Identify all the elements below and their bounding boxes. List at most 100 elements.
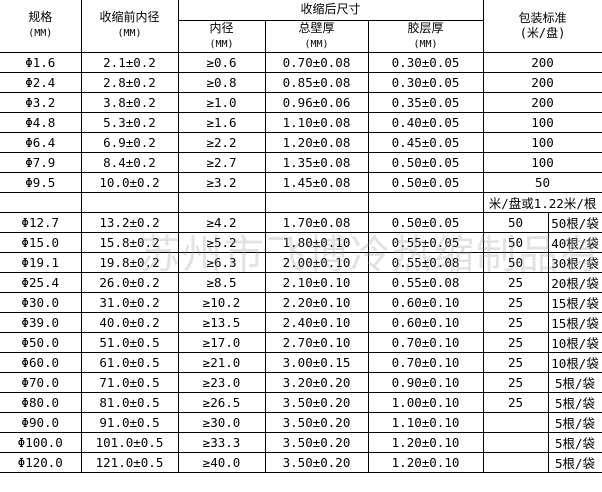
cell-pack: 50: [482, 231, 549, 253]
cell-glue: 0.50±0.05: [367, 171, 484, 193]
cell-post-id: ≥17.0: [177, 331, 266, 353]
cell-pack: 50: [482, 171, 602, 193]
cell-pre-id: 71.0±0.5: [80, 371, 179, 393]
cell-pack-bag: 5根/袋: [547, 391, 602, 413]
table-row: Φ50.0 51.0±0.5 ≥17.0 2.70±0.10 0.70±0.10 25 10…: [0, 331, 602, 353]
header-wall: 总壁厚 (MM): [264, 19, 369, 53]
cell-wall: 0.85±0.08: [264, 71, 369, 93]
table-row: Φ80.0 81.0±0.5 ≥26.5 3.50±0.20 1.00±0.10 25 5根…: [0, 391, 602, 413]
cell-pack-bag: 10根/袋: [547, 331, 602, 353]
header-glue-unit: (MM): [413, 38, 438, 50]
cell-post-id: ≥5.2: [177, 231, 266, 253]
cell-pre-id: 13.2±0.2: [80, 211, 179, 233]
table-row: Φ6.4 6.9±0.2 ≥2.2 1.20±0.08 0.45±0.05 100: [0, 131, 602, 153]
cell-pre-id: 101.0±0.5: [80, 431, 179, 453]
cell-spec: Φ3.2: [0, 91, 82, 113]
table-row: Φ120.0 121.0±0.5 ≥40.0 3.50±0.20 1.20±0.10 5根…: [0, 451, 602, 473]
table-row: Φ90.0 91.0±0.5 ≥30.0 3.50±0.20 1.10±0.10 5根/袋: [0, 411, 602, 433]
cell-pre-id: 2.1±0.2: [80, 51, 179, 73]
cell-glue: 1.20±0.10: [367, 431, 484, 453]
header-glue-label: 胶层厚: [407, 20, 444, 35]
cell-empty: [264, 191, 369, 213]
cell-post-id: ≥21.0: [177, 351, 266, 373]
cell-post-id: ≥23.0: [177, 371, 266, 393]
table-row: Φ60.0 61.0±0.5 ≥21.0 3.00±0.15 0.70±0.10 25 10…: [0, 351, 602, 373]
table-row: Φ7.9 8.4±0.2 ≥2.7 1.35±0.08 0.50±0.05 100: [0, 151, 602, 173]
cell-pre-id: 51.0±0.5: [80, 331, 179, 353]
cell-empty: [80, 191, 179, 213]
cell-wall: 0.96±0.06: [264, 91, 369, 113]
cell-spec: Φ7.9: [0, 151, 82, 173]
cell-pre-id: 8.4±0.2: [80, 151, 179, 173]
cell-pack: 200: [482, 91, 602, 113]
cell-pack: 100: [482, 111, 602, 133]
cell-spec: Φ4.8: [0, 111, 82, 133]
cell-wall: 0.70±0.08: [264, 51, 369, 73]
cell-pack: 25: [482, 391, 549, 413]
cell-glue: 0.60±0.10: [367, 311, 484, 333]
cell-pre-id: 31.0±0.2: [80, 291, 179, 313]
cell-glue: 0.30±0.05: [367, 71, 484, 93]
table-row: Φ39.0 40.0±0.2 ≥13.5 2.40±0.10 0.60±0.10 25 15…: [0, 311, 602, 333]
cell-pre-id: 2.8±0.2: [80, 71, 179, 93]
cell-post-id: ≥33.3: [177, 431, 266, 453]
cell-pre-id: 81.0±0.5: [80, 391, 179, 413]
cell-pack: 100: [482, 151, 602, 173]
cell-pack: 200: [482, 51, 602, 73]
cell-post-id: ≥2.2: [177, 131, 266, 153]
cell-wall: 1.20±0.08: [264, 131, 369, 153]
cell-pack: 200: [482, 71, 602, 93]
cell-spec: Φ19.1: [0, 251, 82, 273]
cell-pack: 25: [482, 371, 549, 393]
cell-post-id: ≥10.2: [177, 291, 266, 313]
cell-spec: Φ30.0: [0, 291, 82, 313]
cell-empty: [367, 191, 484, 213]
cell-spec: Φ2.4: [0, 71, 82, 93]
cell-pre-id: 40.0±0.2: [80, 311, 179, 333]
cell-glue: 0.70±0.10: [367, 331, 484, 353]
cell-spec: Φ80.0: [0, 391, 82, 413]
cell-glue: 0.45±0.05: [367, 131, 484, 153]
cell-pack-bag: 5根/袋: [547, 451, 602, 473]
cell-spec: Φ1.6: [0, 51, 82, 73]
header-pack: 包装标准 (米/盘): [482, 0, 602, 53]
cell-pack-bag: 15根/袋: [547, 311, 602, 333]
table-row: Φ12.7 13.2±0.2 ≥4.2 1.70±0.08 0.50±0.05 50 50根…: [0, 211, 602, 233]
cell-glue: 0.55±0.05: [367, 231, 484, 253]
cell-glue: 0.50±0.05: [367, 211, 484, 233]
table-row: Φ9.5 10.0±0.2 ≥3.2 1.45±0.08 0.50±0.05 50: [0, 171, 602, 193]
cell-glue: 0.55±0.08: [367, 251, 484, 273]
table-row: Φ1.6 2.1±0.2 ≥0.6 0.70±0.08 0.30±0.05 200: [0, 51, 602, 73]
cell-glue: 1.20±0.10: [367, 451, 484, 473]
table-row: Φ70.0 71.0±0.5 ≥23.0 3.20±0.20 0.90±0.10 25 5根…: [0, 371, 602, 393]
header-post-group: 收缩后尺寸: [177, 0, 484, 21]
cell-post-id: ≥3.2: [177, 171, 266, 193]
cell-post-id: ≥1.6: [177, 111, 266, 133]
cell-glue: 0.30±0.05: [367, 51, 484, 73]
header-spec-label: 规格: [28, 10, 53, 25]
header-post-id-unit: (MM): [209, 38, 234, 50]
cell-wall: 1.80±0.10: [264, 231, 369, 253]
cell-spec: Φ12.7: [0, 211, 82, 233]
cell-spec: Φ39.0: [0, 311, 82, 333]
cell-glue: 0.90±0.10: [367, 371, 484, 393]
cell-empty: [0, 191, 82, 213]
header-pre-id-label: 收缩前内径: [99, 10, 160, 25]
cell-glue: 1.00±0.10: [367, 391, 484, 413]
header-post-id: 内径 (MM): [178, 19, 266, 53]
cell-post-id: ≥2.7: [177, 151, 266, 173]
cell-pack: 25: [482, 351, 549, 373]
cell-wall: 3.50±0.20: [264, 451, 369, 473]
header-post-id-label: 内径: [209, 20, 234, 35]
cell-glue: 0.40±0.05: [367, 111, 484, 133]
cell-pre-id: 121.0±0.5: [80, 451, 179, 473]
cell-post-id: ≥0.6: [177, 51, 266, 73]
cell-spec: Φ50.0: [0, 331, 82, 353]
cell-post-id: ≥40.0: [177, 451, 266, 473]
cell-pack: 25: [482, 311, 549, 333]
cell-pack-bag: 20根/袋: [547, 271, 602, 293]
cell-pack-bag: 15根/袋: [547, 291, 602, 313]
cell-pack: [482, 411, 549, 433]
cell-spec: Φ90.0: [0, 411, 82, 433]
cell-spec: Φ9.5: [0, 171, 82, 193]
